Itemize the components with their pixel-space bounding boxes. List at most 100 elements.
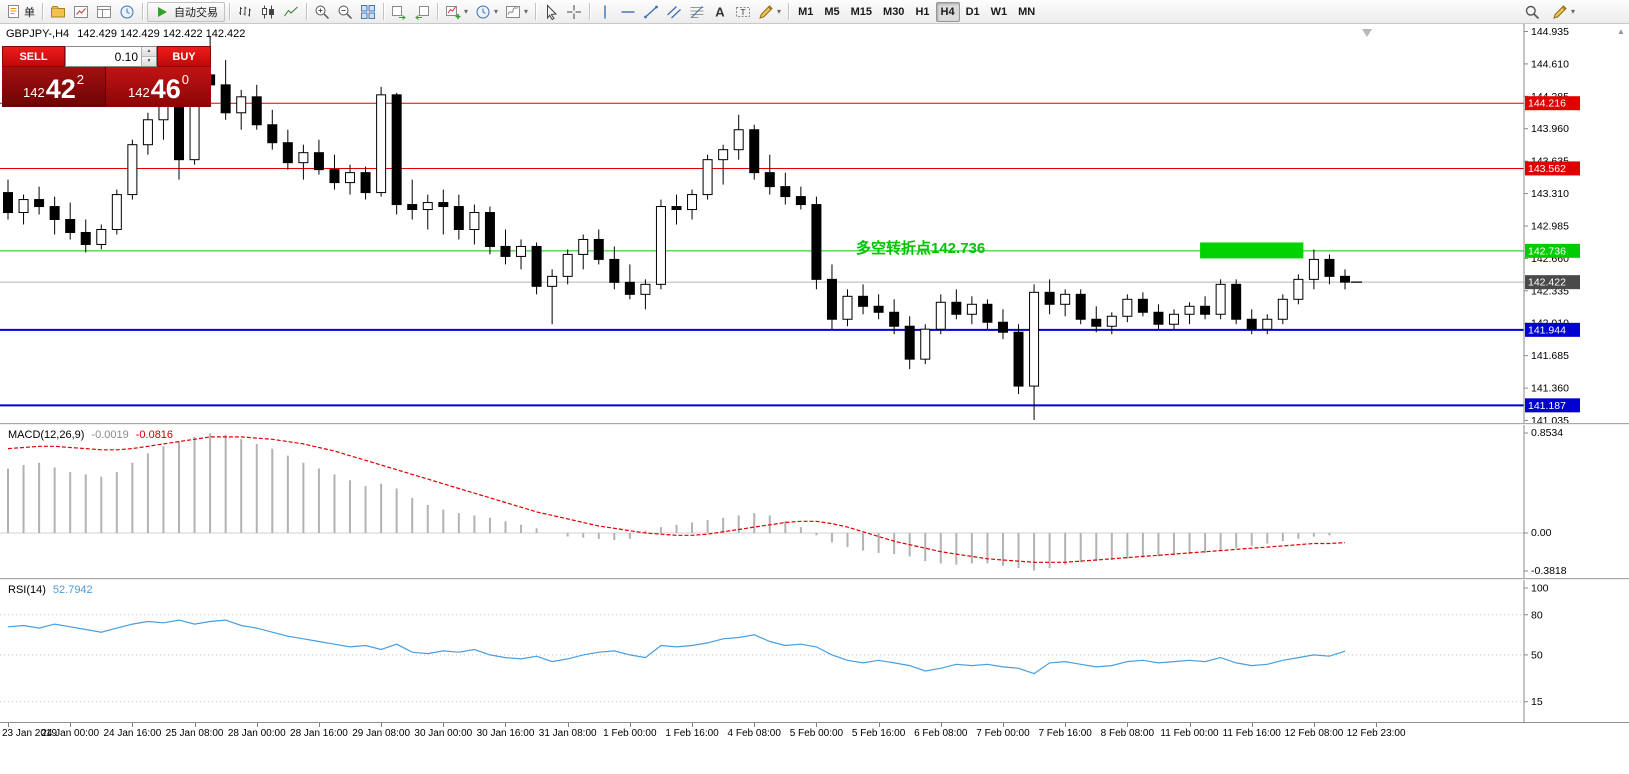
- lot-decrease-button[interactable]: ▼: [142, 57, 156, 66]
- auto-scroll-button[interactable]: [388, 2, 410, 22]
- bull-candle: [1277, 298, 1288, 320]
- lot-increase-button[interactable]: ▲: [142, 47, 156, 57]
- templates-button[interactable]: ▾: [502, 2, 531, 22]
- time-axis-label: 24 Jan 00:00: [41, 728, 100, 739]
- tf-M15[interactable]: M15: [846, 2, 877, 22]
- line-chart-button[interactable]: [280, 2, 302, 22]
- tf-MN[interactable]: MN: [1013, 2, 1040, 22]
- bear-candle: [500, 245, 511, 257]
- bear-candle: [593, 238, 604, 260]
- fibonacci-button[interactable]: [686, 2, 708, 22]
- quick-message-button[interactable]: ▾: [1549, 2, 1578, 22]
- lot-size-box: ▲ ▼: [65, 46, 157, 67]
- crosshair-icon: [566, 4, 582, 20]
- text-icon: A: [712, 4, 728, 20]
- tf-W1-label: W1: [990, 5, 1008, 18]
- bear-candle: [1324, 258, 1335, 277]
- toolbar-group: ▾ ▾ ▾: [442, 2, 531, 22]
- panel-resize-handle[interactable]: [0, 423, 1629, 425]
- time-axis-label: 12 Feb 23:00: [1346, 728, 1406, 739]
- cursor-button[interactable]: [540, 2, 562, 22]
- bull-candle: [562, 253, 573, 277]
- dropdown-caret-icon[interactable]: ▾: [524, 7, 529, 16]
- bear-candle: [1137, 298, 1148, 313]
- toolbar-group: 自动交易: [147, 1, 225, 22]
- tf-W1[interactable]: W1: [986, 2, 1013, 22]
- bull-candle: [1293, 278, 1304, 300]
- time-axis-label: 5 Feb 16:00: [851, 728, 906, 739]
- pivot-annotation[interactable]: 多空转折点142.736: [856, 240, 986, 257]
- buy-price-big: 46: [150, 74, 181, 105]
- rsi-axis-label: 50: [1531, 649, 1543, 661]
- macd-signal-value: -0.0816: [135, 429, 174, 441]
- tf-H1[interactable]: H1: [910, 2, 934, 22]
- bear-candle: [484, 212, 495, 247]
- panel-resize-handle[interactable]: [0, 578, 1629, 580]
- time-axis-label: 12 Feb 08:00: [1284, 728, 1344, 739]
- autotrading-button[interactable]: 自动交易: [147, 1, 225, 22]
- macd-indicator-panel[interactable]: 0.8534 0.00 -0.3818: [0, 425, 1629, 578]
- buy-price-display[interactable]: 142 46 0: [106, 67, 211, 107]
- periods-button[interactable]: ▾: [472, 2, 501, 22]
- price-axis-label: 144.935: [1531, 26, 1569, 38]
- tile-windows-button[interactable]: [357, 2, 379, 22]
- zoom-out-button[interactable]: [334, 2, 356, 22]
- vertical-line-button[interactable]: [594, 2, 616, 22]
- highlight-rectangle[interactable]: [1200, 242, 1304, 259]
- search-button[interactable]: [1521, 2, 1543, 22]
- dropdown-caret-icon[interactable]: ▾: [1570, 7, 1575, 16]
- price-axis-label: 142.660: [1531, 253, 1569, 265]
- time-axis[interactable]: 23 Jan 2019 24 Jan 00:00 24 Jan 16:00 25 Ja…: [0, 722, 1629, 774]
- zoom-out-icon: [337, 4, 353, 20]
- market-watch-button[interactable]: [70, 2, 92, 22]
- chart-shift-marker[interactable]: [1362, 29, 1372, 37]
- scroll-up-icon[interactable]: ▲: [1617, 27, 1625, 36]
- trendline-button[interactable]: [640, 2, 662, 22]
- bull-candle: [376, 94, 387, 194]
- time-axis-label: 23 Jan 2019: [2, 728, 58, 739]
- bar-chart-button[interactable]: [234, 2, 256, 22]
- rsi-indicator-panel[interactable]: 100 80 50 15: [0, 580, 1629, 722]
- data-window-button[interactable]: [93, 2, 115, 22]
- tf-D1[interactable]: D1: [961, 2, 985, 22]
- chart-shift-button[interactable]: [411, 2, 433, 22]
- dropdown-caret-icon[interactable]: ▾: [494, 7, 499, 16]
- time-axis-label: 7 Feb 16:00: [1038, 728, 1092, 739]
- price-chart[interactable]: 144.935144.610144.285143.960143.635143.3…: [0, 24, 1629, 423]
- time-axis-tick: [256, 723, 258, 727]
- time-axis-label: 11 Feb 00:00: [1160, 728, 1219, 739]
- hline-icon: [620, 4, 636, 20]
- tf-H4[interactable]: H4: [935, 1, 960, 22]
- time-axis-tick: [132, 723, 134, 727]
- tf-M1[interactable]: M1: [793, 2, 818, 22]
- profiles-button[interactable]: [47, 2, 69, 22]
- horizontal-line-button[interactable]: [617, 2, 639, 22]
- lot-size-input[interactable]: [66, 47, 141, 66]
- new-order-button[interactable]: 单: [3, 2, 38, 22]
- dropdown-caret-icon[interactable]: ▾: [777, 7, 782, 16]
- chart-shift-icon: [414, 4, 430, 20]
- bear-candle: [531, 245, 542, 287]
- indicators-button[interactable]: ▾: [442, 2, 471, 22]
- bear-candle: [951, 301, 962, 315]
- dropdown-caret-icon[interactable]: ▾: [464, 7, 469, 16]
- buy-button[interactable]: BUY: [157, 46, 211, 67]
- candlestick-chart-button[interactable]: [257, 2, 279, 22]
- tf-M30[interactable]: M30: [878, 2, 909, 22]
- strategy-tester-button[interactable]: [116, 2, 138, 22]
- crosshair-button[interactable]: [563, 2, 585, 22]
- tf-M5[interactable]: M5: [819, 2, 844, 22]
- zoom-in-button[interactable]: [311, 2, 333, 22]
- templates-icon: [505, 4, 521, 20]
- autotrading-icon: [154, 4, 170, 20]
- price-tag: [1525, 161, 1580, 176]
- sell-button[interactable]: SELL: [2, 46, 65, 67]
- text-button[interactable]: A: [709, 2, 731, 22]
- arrows-button[interactable]: ▾: [755, 2, 784, 22]
- bear-candle: [780, 186, 791, 198]
- sell-price-display[interactable]: 142 42 2: [2, 67, 106, 107]
- text-label-button[interactable]: T: [732, 2, 754, 22]
- price-axis-label: 141.685: [1531, 350, 1569, 362]
- equidistant-channel-button[interactable]: [663, 2, 685, 22]
